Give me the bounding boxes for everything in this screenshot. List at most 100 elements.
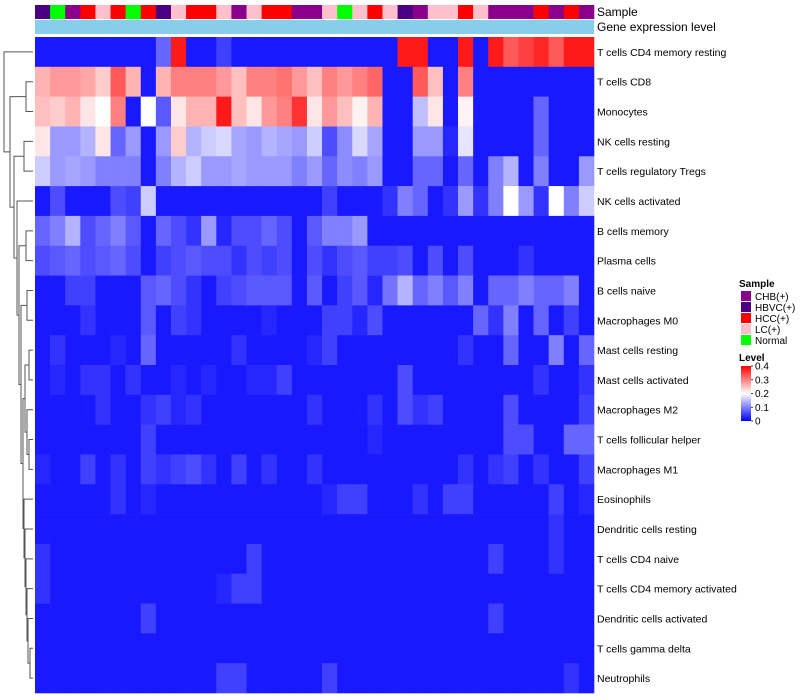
heatmap-cell [337,126,353,157]
heatmap-cell [352,365,368,396]
heatmap-cell [488,484,504,515]
heatmap-cell [503,335,519,366]
heatmap-cell [367,514,383,545]
heatmap-cell [473,394,489,425]
heatmap-cell [95,126,111,157]
heatmap-cell [246,573,262,604]
heatmap-cell [140,603,157,634]
heatmap-cell [65,275,81,306]
heatmap-cell [563,484,580,515]
heatmap-cell [367,335,383,366]
heatmap-cell [578,454,595,485]
heatmap-cell [80,365,96,396]
heatmap-cell [231,394,247,425]
heatmap-cell [261,454,278,485]
heatmap-cell [503,573,519,604]
heatmap-cell [427,424,444,455]
heatmap-cell [488,514,504,545]
heatmap-cell [50,96,66,127]
heatmap-cell [65,126,81,157]
heatmap-cell [186,603,202,634]
dendrogram-branch [23,140,33,172]
heatmap-cell [231,215,247,247]
heatmap-cell [337,365,353,396]
heatmap-cell [246,156,262,187]
heatmap-cell [518,96,534,127]
heatmap-cell [397,245,414,276]
heatmap-cell [140,454,157,485]
heatmap-cell [125,603,142,634]
heatmap-cell [186,156,202,187]
heatmap-cell [382,66,398,97]
heatmap-cell [503,275,519,306]
sample-annotation-cell [548,5,565,19]
heatmap-cell [140,573,157,604]
heatmap-cell [95,484,111,515]
heatmap-cell [110,126,126,157]
heatmap-cell [50,37,66,68]
heatmap-cell [291,424,308,455]
heatmap-cell [563,66,580,97]
heatmap-cell [548,215,565,247]
heatmap-cell [50,275,66,306]
heatmap-cell [95,365,111,396]
heatmap-cell [427,245,444,276]
heatmap-cell [50,245,66,276]
heatmap-cell [231,514,247,545]
heatmap-cell [186,543,202,575]
row-labels: T cells CD4 memory resting T cells CD8 Mon… [597,47,737,685]
sample-track-label: Sample [597,5,638,19]
heatmap-cell [246,245,262,276]
heatmap-cell [110,663,126,694]
heatmap-cell [216,156,232,187]
heatmap-cell [276,245,293,276]
heatmap-cell [261,633,278,664]
heatmap-cell [322,156,338,187]
heatmap-cell [503,633,519,664]
heatmap-cell [518,37,534,68]
heatmap-cell [50,66,66,97]
heatmap-cell [95,305,111,336]
heatmap-cell [65,365,81,396]
heatmap-cell [473,663,489,694]
level-colorbar [741,366,751,421]
row-label: Mast cells resting [597,345,678,357]
heatmap-cell [155,633,172,664]
heatmap-cell [352,186,368,217]
heatmap-cell [412,454,429,485]
heatmap-cell [65,633,81,664]
heatmap-cell [170,543,187,575]
heatmap-cell [306,126,323,157]
heatmap-cell [427,126,444,157]
heatmap-cell [473,424,489,455]
heatmap-cell [140,96,157,127]
heatmap-cell [442,156,459,187]
heatmap-cell [473,96,489,127]
sample-annotation-cell [442,5,459,19]
sample-annotation-cell [503,5,519,19]
sample-legend-swatch [741,291,751,301]
heatmap-cell [231,573,247,604]
heatmap-cell [306,156,323,187]
heatmap-cell [276,663,293,694]
dendrogram-branch [25,81,33,113]
heatmap-cell [80,156,96,187]
heatmap-cell [276,394,293,425]
heatmap-cell [397,573,414,604]
heatmap-cell [397,365,414,396]
heatmap-cell [201,454,217,485]
heatmap-cell [80,633,96,664]
sample-annotation-cell [488,5,504,19]
heatmap-cell [352,603,368,634]
heatmap-cell [276,454,293,485]
heatmap-cell [578,424,595,455]
heatmap-cell [367,245,383,276]
heatmap-cell [503,215,519,247]
heatmap-cell [276,156,293,187]
heatmap-cell [65,37,81,68]
dendrogram-branch [3,51,33,153]
heatmap-cell [80,335,96,366]
heatmap-cell [382,573,398,604]
sample-annotation-cell [261,5,278,19]
heatmap-cell [186,394,202,425]
